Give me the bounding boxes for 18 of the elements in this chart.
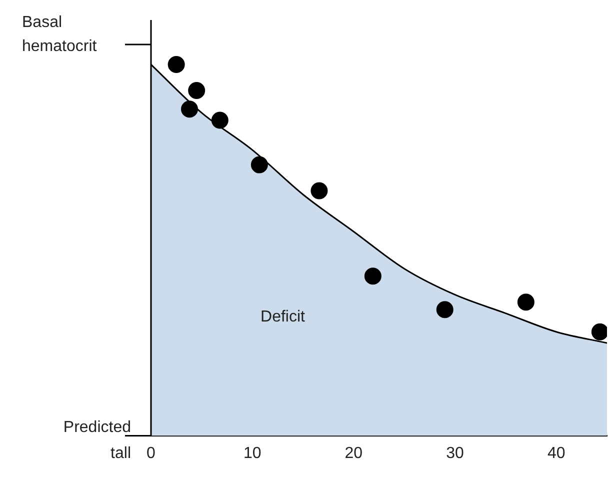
text: Basal hematocrit xyxy=(22,14,98,55)
point xyxy=(591,323,607,340)
point xyxy=(181,100,198,118)
point xyxy=(364,268,382,285)
x-tick-label: 10 xyxy=(243,444,262,462)
x-tick-label: 20 xyxy=(344,444,363,462)
point xyxy=(211,112,228,129)
point xyxy=(188,82,206,100)
x-tick-label: 40 xyxy=(547,444,566,462)
point xyxy=(517,294,534,311)
point xyxy=(436,301,454,318)
point xyxy=(168,56,185,74)
x-tick-label: 0 xyxy=(146,444,156,462)
text: Predicted tall xyxy=(63,419,131,462)
annotation: Deficit xyxy=(260,308,306,326)
point xyxy=(250,156,268,174)
point xyxy=(310,182,328,200)
x-tick-label: 30 xyxy=(446,444,464,462)
